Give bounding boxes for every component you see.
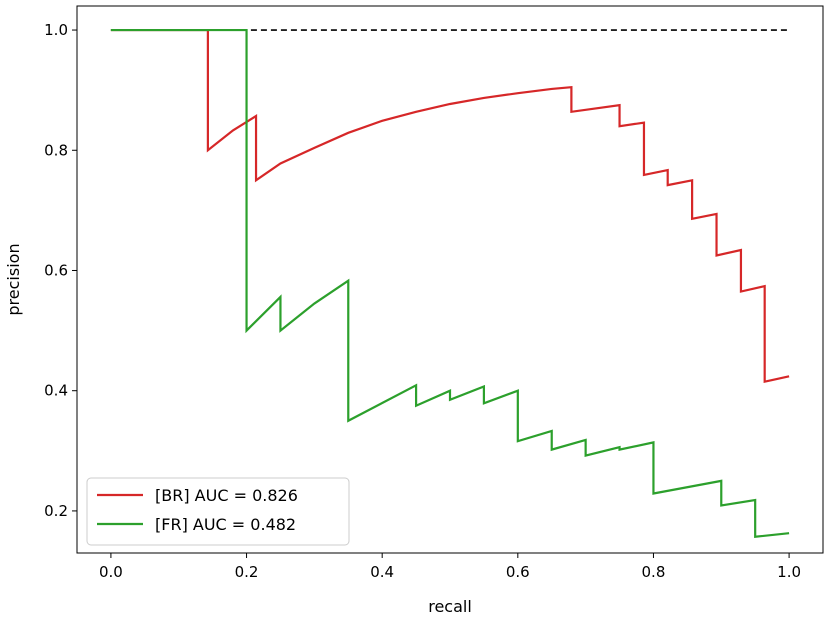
legend-label-br: [BR] AUC = 0.826 xyxy=(155,486,298,505)
y-tick-label: 0.8 xyxy=(44,141,68,159)
legend: [BR] AUC = 0.826 [FR] AUC = 0.482 xyxy=(86,477,350,546)
x-tick-label: 0.6 xyxy=(506,563,530,581)
x-tick-label: 0.0 xyxy=(99,563,123,581)
plot-frame xyxy=(76,5,824,554)
series-line-br xyxy=(110,28,790,384)
legend-frame xyxy=(86,477,350,546)
x-tick-label: 1.0 xyxy=(777,563,801,581)
series-line-fr xyxy=(110,28,790,538)
y-tick-label: 0.6 xyxy=(44,261,68,279)
y-tick-label: 1.0 xyxy=(44,21,68,39)
axes: 0.0 0.2 0.4 0.6 0.8 1.0 0.2 0.4 0.6 0.8 1.0 xyxy=(44,5,824,581)
y-tick-label: 0.4 xyxy=(44,382,68,400)
x-tick-label: 0.4 xyxy=(370,563,394,581)
x-axis-label: recall xyxy=(428,597,472,616)
plot-area xyxy=(110,28,790,538)
x-tick-label: 0.2 xyxy=(235,563,259,581)
y-axis-label: precision xyxy=(4,243,23,315)
y-tick-label: 0.2 xyxy=(44,502,68,520)
legend-label-fr: [FR] AUC = 0.482 xyxy=(155,515,296,534)
x-tick-label: 0.8 xyxy=(642,563,666,581)
